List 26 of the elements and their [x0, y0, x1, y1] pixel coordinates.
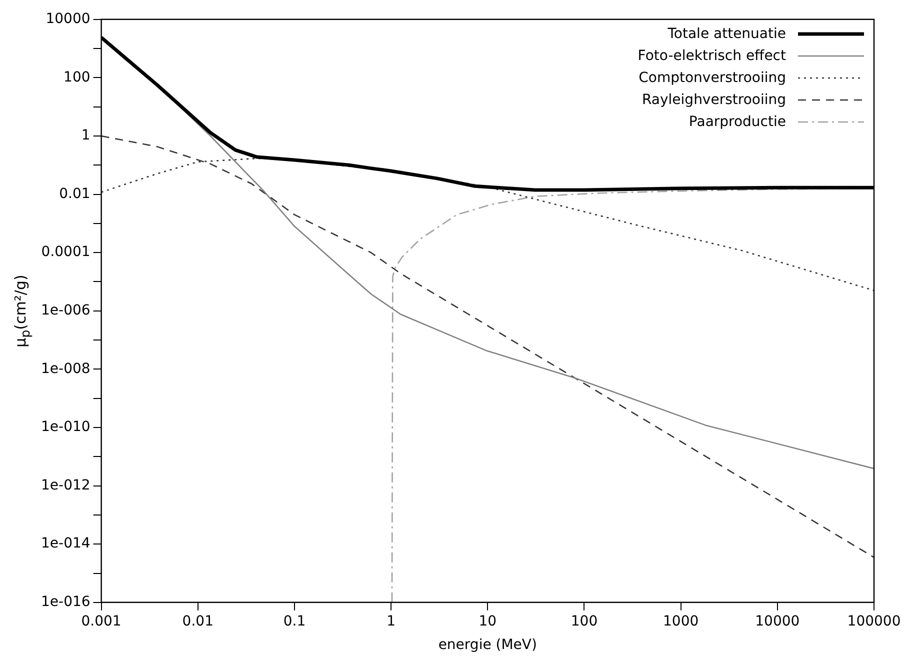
x-tick-label: 0.1 [283, 613, 306, 630]
x-tick-label: 0.01 [182, 613, 214, 630]
x-tick-label: 100 [570, 613, 598, 630]
y-tick-label: 1 [81, 128, 90, 144]
y-tick-label: 0.0001 [41, 244, 90, 260]
x-tick-label: 100000 [847, 613, 901, 630]
legend-label: Comptonverstrooiing [638, 69, 786, 88]
x-tick-label: 10000 [755, 613, 800, 630]
y-tick-label: 1e-014 [40, 536, 90, 552]
y-tick-label: 1e-006 [40, 302, 90, 319]
y-tick-label: 1e-008 [40, 360, 90, 377]
y-tick-label: 1e-012 [40, 477, 90, 494]
legend-label: Paarproductie [688, 113, 786, 132]
legend-label: Foto-elektrisch effect [638, 47, 786, 66]
x-tick-label: 10 [478, 613, 497, 630]
y-tick-label: 1e-010 [40, 419, 90, 436]
y-tick-label: 10000 [46, 11, 90, 28]
x-tick-label: 1 [386, 613, 396, 630]
x-tick-label: 1000 [663, 613, 699, 630]
y-tick-label: 1e-016 [40, 594, 90, 610]
x-axis-title: energie (MeV) [438, 637, 537, 654]
legend-label: Totale attenuatie [668, 25, 786, 44]
legend-label: Rayleighverstrooiing [642, 91, 786, 110]
x-tick-label: 0.001 [81, 613, 122, 630]
y-tick-label: 100 [64, 69, 90, 86]
y-tick-label: 0.01 [59, 186, 90, 202]
